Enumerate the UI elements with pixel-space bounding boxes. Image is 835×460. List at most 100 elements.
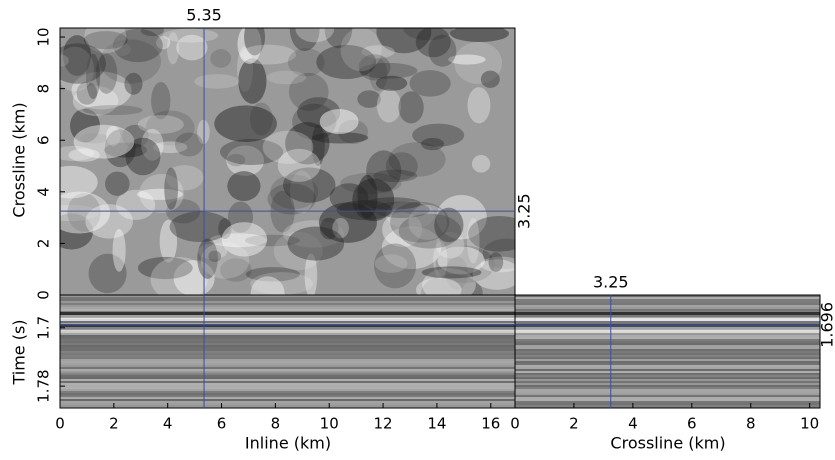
texture (285, 122, 330, 165)
texture (482, 238, 515, 269)
texture (141, 128, 164, 161)
texture (60, 145, 95, 161)
texture (150, 256, 208, 295)
texture (176, 34, 208, 61)
x-tick-label: 10 (800, 415, 819, 433)
texture (250, 276, 285, 295)
texture (72, 85, 119, 116)
texture (515, 318, 820, 321)
x-tick-label: 0 (55, 415, 65, 433)
texture (60, 397, 515, 399)
texture (60, 330, 515, 333)
texture (515, 375, 820, 377)
texture (67, 193, 101, 232)
texture (515, 369, 820, 371)
texture (266, 70, 307, 85)
texture (319, 217, 339, 240)
texture (366, 150, 402, 192)
depth-slice (60, 28, 515, 295)
texture (273, 231, 323, 271)
texture (60, 373, 515, 375)
texture (388, 142, 446, 177)
texture (60, 387, 515, 389)
texture (60, 295, 515, 297)
texture (403, 28, 454, 41)
texture (283, 167, 336, 203)
texture (60, 339, 515, 341)
texture (136, 188, 184, 200)
texture (373, 243, 417, 289)
texture (60, 379, 515, 381)
y-tick-label: 4 (35, 187, 53, 197)
texture (60, 361, 515, 363)
texture (137, 256, 193, 280)
texture (60, 375, 515, 377)
texture (238, 58, 267, 104)
texture (450, 28, 509, 42)
texture (60, 305, 515, 307)
texture (287, 48, 325, 77)
texture (85, 204, 133, 239)
texture (287, 226, 345, 261)
texture (434, 207, 464, 243)
texture (515, 335, 820, 337)
texture (359, 62, 418, 79)
texture (104, 129, 136, 168)
texture (60, 399, 515, 401)
texture (374, 254, 408, 273)
texture (471, 155, 491, 173)
texture (244, 234, 301, 247)
x-tick-label: 2 (109, 415, 119, 433)
texture (435, 245, 495, 284)
texture (60, 303, 515, 305)
texture (121, 124, 149, 148)
x-tick-label: 14 (427, 415, 446, 433)
texture (324, 28, 353, 49)
texture (421, 266, 482, 279)
texture (381, 226, 442, 270)
x-tick-label: 8 (746, 415, 756, 433)
texture (60, 355, 515, 357)
texture (60, 321, 515, 323)
texture (515, 343, 820, 345)
texture (60, 318, 515, 321)
texture (515, 359, 820, 361)
texture (515, 301, 820, 303)
texture (515, 303, 820, 305)
texture (175, 132, 204, 157)
texture (60, 393, 515, 395)
texture (63, 35, 92, 76)
texture (515, 305, 820, 307)
texture (60, 165, 98, 199)
texture (515, 341, 820, 343)
texture (221, 222, 268, 257)
texture (436, 194, 487, 240)
texture (329, 183, 369, 212)
y-tick-label: 8 (35, 84, 53, 94)
texture (197, 238, 218, 279)
texture (214, 105, 277, 143)
texture (318, 202, 377, 243)
x-tick-label: 6 (687, 415, 697, 433)
texture (262, 130, 314, 164)
texture (385, 201, 435, 230)
texture (340, 172, 402, 194)
texture (340, 28, 382, 72)
texture (515, 393, 820, 395)
texture (60, 389, 515, 391)
texture (515, 349, 820, 351)
texture (60, 367, 515, 369)
texture (515, 307, 820, 309)
texture (454, 41, 503, 84)
texture (104, 142, 148, 158)
texture (60, 349, 515, 351)
texture (421, 274, 483, 295)
texture (515, 330, 820, 333)
texture (60, 401, 515, 403)
texture (60, 357, 515, 359)
y-tick-label: 0 (35, 290, 53, 300)
texture (116, 189, 156, 221)
texture (515, 387, 820, 389)
texture (369, 58, 388, 92)
texture (376, 28, 432, 54)
